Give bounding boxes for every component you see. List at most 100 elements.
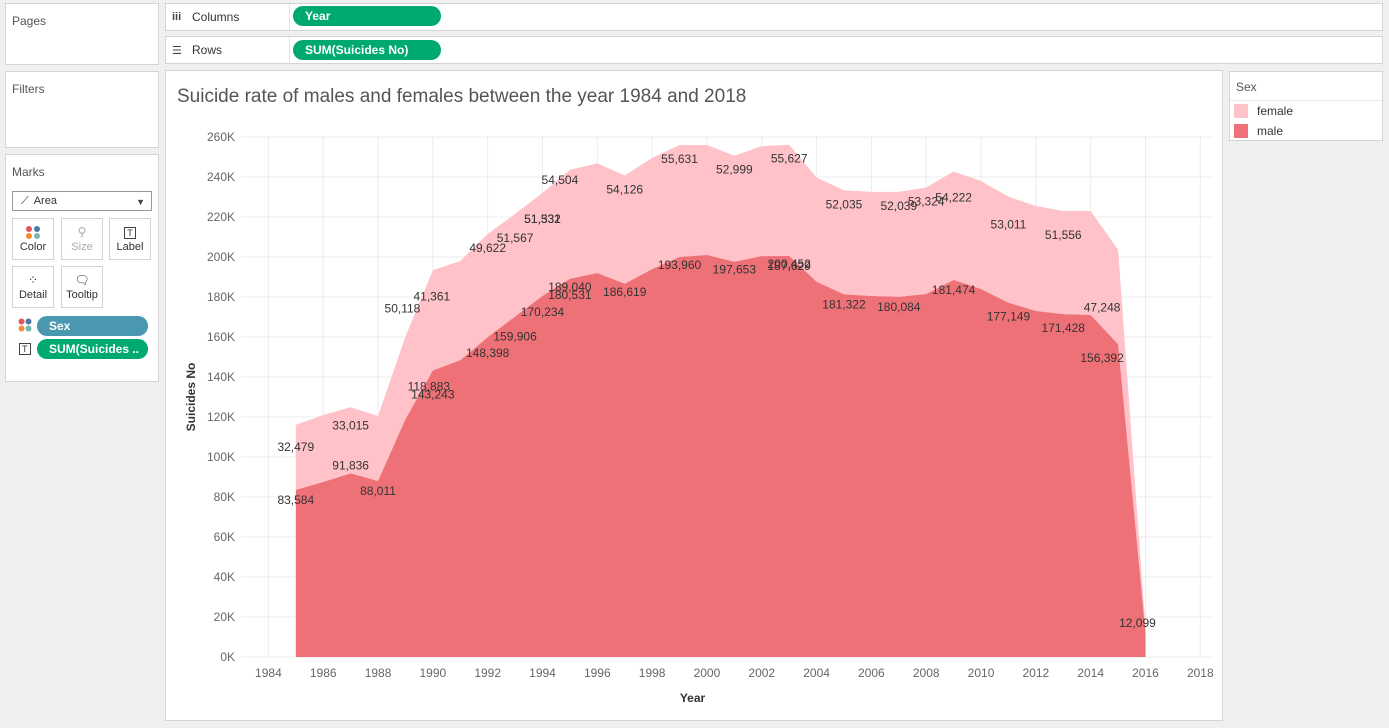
area-chart[interactable]: 0K 20K 40K 60K 80K 100K 120K 140K 160K 180K 200K 22…: [166, 71, 1222, 720]
data-label: 54,126: [606, 183, 643, 197]
female-area: [295, 144, 1146, 633]
data-label: 52,039: [880, 199, 917, 213]
y-tick-label: 220K: [207, 210, 235, 224]
x-tick-label: 2008: [913, 666, 940, 680]
data-label: 12,099: [1119, 616, 1156, 630]
data-label: 189,040: [548, 280, 592, 294]
x-tick-label: 2018: [1187, 666, 1214, 680]
mark-type-dropdown[interactable]: ⟋ Area ▼: [12, 191, 152, 211]
male-swatch: [1234, 124, 1248, 138]
data-label: 170,234: [521, 305, 565, 319]
filters-panel[interactable]: Filters: [5, 71, 159, 148]
data-label: 197,653: [713, 263, 757, 277]
data-label: 88,011: [360, 484, 396, 498]
data-label: 180,531: [548, 288, 592, 302]
tooltip-icon: 🗨: [74, 273, 90, 287]
year-pill-label: Year: [305, 9, 331, 23]
year-pill[interactable]: Year: [293, 6, 441, 26]
data-label: 50,118: [385, 302, 421, 316]
columns-shelf[interactable]: iii Columns Year: [165, 3, 1383, 31]
area-chart-icon: ⟋: [21, 194, 29, 207]
data-label: 32,479: [277, 440, 314, 454]
columns-label: Columns: [192, 10, 240, 24]
x-tick-label: 1992: [474, 666, 501, 680]
data-label: 159,906: [493, 330, 537, 344]
detail-button[interactable]: ⁘ Detail: [12, 266, 54, 308]
chart-panel: Suicide rate of males and females betwee…: [165, 70, 1223, 721]
x-tick-label: 2004: [803, 666, 830, 680]
rows-label: Rows: [192, 43, 223, 57]
x-tick-label: 2002: [748, 666, 775, 680]
color-button[interactable]: Color: [12, 218, 54, 260]
size-button[interactable]: ⚲ Size: [61, 218, 103, 260]
tooltip-button-label: Tooltip: [66, 289, 98, 301]
label-T-icon: T: [19, 343, 31, 355]
color-button-label: Color: [19, 241, 47, 253]
data-label: 47,248: [1084, 301, 1121, 315]
data-label: 171,428: [1042, 321, 1086, 335]
x-tick-label: 2010: [968, 666, 995, 680]
data-label: 55,627: [771, 152, 808, 166]
marks-label: Marks: [12, 165, 45, 179]
data-label: 156,392: [1080, 351, 1124, 365]
detail-button-label: Detail: [18, 289, 48, 301]
y-tick-label: 140K: [207, 370, 235, 384]
x-tick-label: 1990: [420, 666, 447, 680]
data-label: 193,960: [658, 258, 702, 272]
pages-panel[interactable]: Pages: [5, 3, 159, 65]
chevron-down-icon: ▼: [136, 197, 145, 207]
data-label: 54,222: [935, 191, 972, 205]
sex-pill[interactable]: Sex: [37, 316, 148, 336]
data-label: 52,035: [826, 197, 863, 211]
chart-title: Suicide rate of males and females betwee…: [177, 86, 747, 107]
marks-panel: Marks ⟋ Area ▼ Color ⚲ Size T Label ⁘ De…: [5, 154, 159, 382]
y-axis-title: Suicides No: [184, 363, 198, 432]
female-swatch: [1234, 104, 1248, 118]
label-button[interactable]: T Label: [109, 218, 151, 260]
legend-male-label: male: [1257, 124, 1284, 138]
y-tick-label: 260K: [207, 130, 235, 144]
data-label: 55,631: [661, 152, 698, 166]
data-label: 148,398: [466, 346, 510, 360]
data-label: 53,011: [991, 218, 1027, 232]
tooltip-button[interactable]: 🗨 Tooltip: [61, 266, 103, 308]
y-tick-label: 40K: [214, 570, 235, 584]
data-label: 181,474: [932, 283, 976, 297]
legend-panel: Sex female male: [1229, 71, 1383, 141]
data-label: 180,084: [877, 300, 921, 314]
y-tick-label: 180K: [207, 290, 235, 304]
x-tick-label: 1986: [310, 666, 337, 680]
legend-item-female[interactable]: female: [1234, 104, 1293, 118]
columns-shelf-label: iii Columns: [166, 4, 290, 30]
rows-icon: ☰: [172, 44, 182, 57]
y-tick-label: 60K: [214, 530, 235, 544]
mark-type-value: Area: [33, 195, 57, 207]
data-label: 49,622: [469, 241, 506, 255]
rows-pill[interactable]: SUM(Suicides No): [293, 40, 441, 60]
detail-dots-icon: ⁘: [27, 273, 39, 287]
x-tick-label: 2006: [858, 666, 885, 680]
y-tick-label: 160K: [207, 330, 235, 344]
y-tick-label: 120K: [207, 410, 235, 424]
suicides-label-pill-text: SUM(Suicides ..: [49, 342, 140, 356]
x-tick-label: 1994: [529, 666, 556, 680]
filters-label: Filters: [12, 82, 45, 96]
sex-pill-label: Sex: [49, 319, 71, 333]
data-label: 91,836: [332, 458, 369, 472]
data-label: 51,331: [524, 212, 561, 226]
data-label: 186,619: [603, 285, 647, 299]
color-dots-icon: [18, 318, 32, 337]
data-label: 118,883: [408, 380, 451, 394]
x-tick-label: 2014: [1077, 666, 1104, 680]
data-label: 187,629: [767, 259, 811, 273]
data-label: 54,504: [542, 173, 579, 187]
x-tick-label: 1998: [639, 666, 666, 680]
size-button-label: Size: [71, 241, 93, 253]
suicides-label-pill[interactable]: SUM(Suicides ..: [37, 339, 148, 359]
y-tick-label: 240K: [207, 170, 235, 184]
legend-item-male[interactable]: male: [1234, 124, 1283, 138]
y-tick-label: 0K: [220, 650, 235, 664]
rows-shelf[interactable]: ☰ Rows SUM(Suicides No): [165, 36, 1383, 64]
male-area: [295, 255, 1146, 657]
y-tick-label: 20K: [214, 610, 235, 624]
